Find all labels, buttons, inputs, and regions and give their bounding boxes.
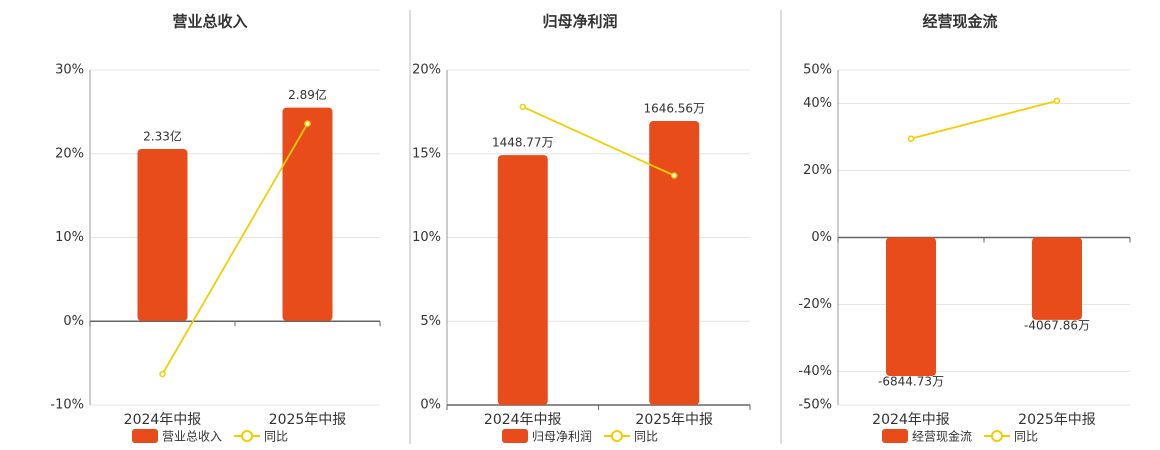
y-tick-label: 0% <box>811 230 832 245</box>
data-label: 1448.77万 <box>492 136 554 150</box>
chart-title: 经营现金流 <box>922 13 997 31</box>
x-tick-label: 2024年中报 <box>872 412 950 428</box>
x-tick-label: 2025年中报 <box>269 412 347 428</box>
legend-label: 经营现金流 <box>912 429 972 444</box>
legend-label: 同比 <box>1014 430 1038 444</box>
legend-label: 同比 <box>264 430 288 444</box>
chart-title: 归母净利润 <box>542 13 617 31</box>
y-tick-label: -20% <box>798 297 832 312</box>
data-label: 2.89亿 <box>288 87 327 102</box>
y-tick-label: 10% <box>412 230 441 245</box>
x-tick-label: 2024年中报 <box>484 412 562 428</box>
y-tick-label: -50% <box>798 398 832 413</box>
bar <box>282 107 333 321</box>
x-tick-label: 2025年中报 <box>635 412 713 428</box>
line-point <box>671 172 678 179</box>
y-tick-label: 10% <box>55 230 84 245</box>
line <box>910 99 1058 140</box>
y-tick-label: 0% <box>420 398 441 413</box>
x-tick-label: 2024年中报 <box>124 412 202 428</box>
y-tick-label: 50% <box>803 63 832 78</box>
y-tick-label: 5% <box>420 314 441 329</box>
y-tick-label: 0% <box>63 314 84 329</box>
line-point <box>1053 97 1061 105</box>
legend-label: 营业总收入 <box>162 430 222 444</box>
legend-swatch <box>132 429 158 443</box>
x-tick-label: 2025年中报 <box>1018 412 1096 428</box>
bar <box>137 148 188 321</box>
y-tick-label: 15% <box>412 146 441 161</box>
y-tick-label: 20% <box>55 146 84 161</box>
line-point <box>159 370 166 378</box>
data-label: -4067.86万 <box>1024 318 1090 332</box>
bar <box>497 155 548 405</box>
chart-title: 营业总收入 <box>172 13 247 31</box>
legend-label: 同比 <box>634 430 658 444</box>
bar <box>649 120 700 405</box>
bar <box>886 237 936 377</box>
legend-swatch <box>882 429 908 443</box>
line <box>522 106 675 177</box>
legend-marker <box>991 430 1003 442</box>
legend-marker <box>241 430 253 442</box>
line-point <box>304 120 311 127</box>
data-label: 2.33亿 <box>143 128 182 143</box>
y-tick-label: -10% <box>50 398 84 413</box>
y-tick-label: 30% <box>55 63 84 78</box>
data-label: 1646.56万 <box>643 101 705 115</box>
legend-marker <box>611 430 623 442</box>
legend-label: 归母净利润 <box>532 430 592 444</box>
line-point <box>519 103 526 111</box>
y-tick-label: 40% <box>803 96 832 111</box>
data-label: -6844.73万 <box>878 375 944 389</box>
y-tick-label: -40% <box>798 364 832 379</box>
bar <box>1032 237 1082 320</box>
line <box>161 123 309 375</box>
y-tick-label: 20% <box>412 63 441 78</box>
legend-swatch <box>502 429 528 443</box>
line-point <box>907 135 915 142</box>
y-tick-label: 20% <box>803 163 832 178</box>
